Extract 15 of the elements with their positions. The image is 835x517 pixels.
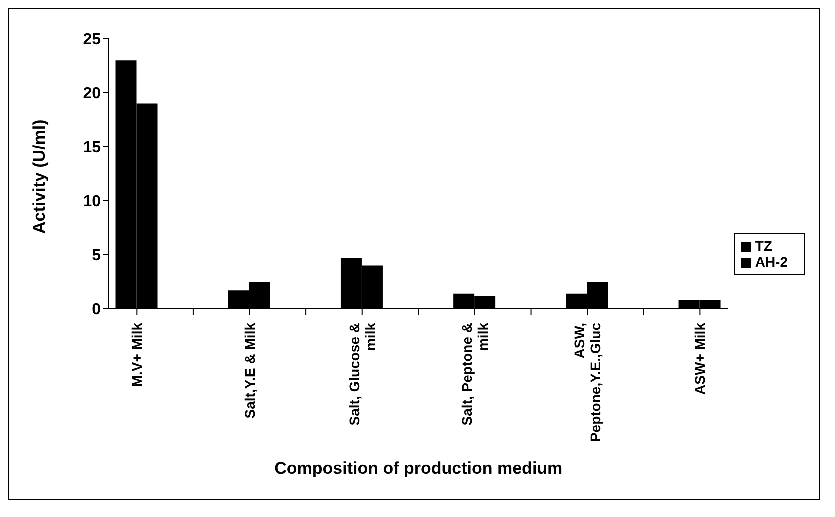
- y-tick-label: 15: [83, 140, 102, 157]
- x-tick-label: Salt,Y.E & Milk: [242, 322, 258, 419]
- x-tick-label: Salt, Glucose & milk: [346, 322, 378, 426]
- y-tick-label: 20: [83, 86, 102, 103]
- y-tick-label: 0: [92, 302, 102, 319]
- x-axis-title: Composition of production medium: [274, 459, 563, 478]
- y-tick-label: 5: [92, 248, 102, 265]
- x-tick-label: Salt, Peptone & milk: [458, 322, 491, 426]
- legend-label: AH-2: [755, 254, 788, 270]
- x-tick-label: ASW+ Milk: [692, 322, 708, 395]
- y-tick-label: 10: [83, 194, 102, 211]
- x-tick-label: M.V+ Milk: [129, 322, 146, 388]
- y-tick-label: 25: [83, 32, 102, 49]
- y-axis-title: Activity (U/ml): [30, 120, 50, 234]
- legend-label: TZ: [755, 238, 772, 254]
